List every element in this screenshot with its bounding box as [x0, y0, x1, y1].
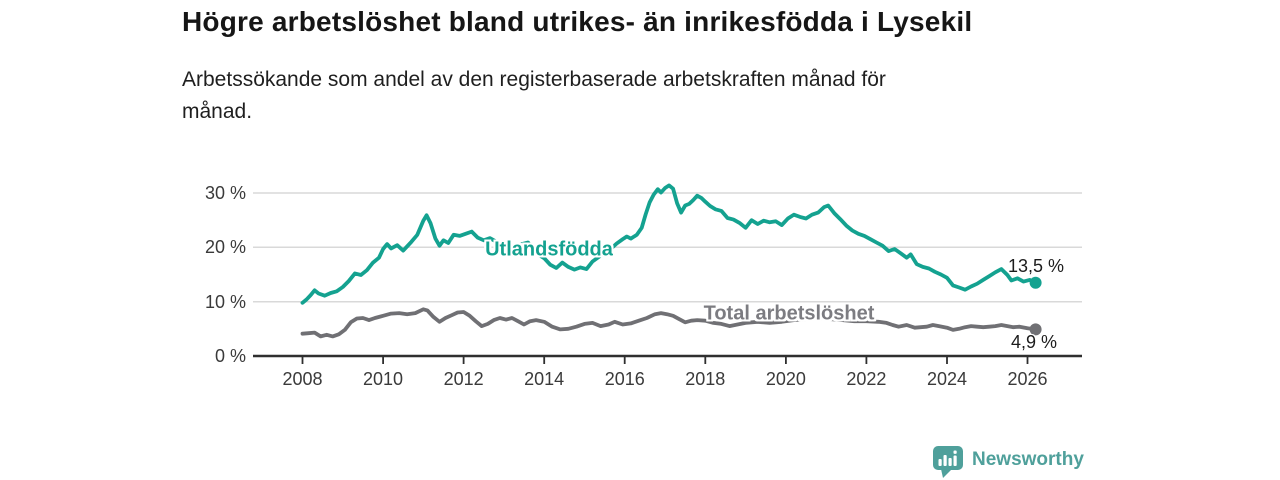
x-axis-tick-label: 2024 — [926, 369, 967, 389]
end-value-label-utlandsfodda: 13,5 % — [1008, 256, 1065, 276]
x-axis-tick-label: 2010 — [363, 369, 404, 389]
x-axis-tick-label: 2014 — [524, 369, 565, 389]
series-label-total: Total arbetslöshet — [703, 302, 875, 325]
y-axis-tick-label: 10 % — [204, 291, 246, 312]
x-axis-tick-label: 2012 — [443, 369, 484, 389]
subtitle-line-2: månad. — [182, 100, 253, 123]
y-axis-tick-label: 30 % — [204, 183, 246, 203]
series-line-total — [300, 307, 1038, 339]
x-axis-tick-label: 2018 — [685, 369, 726, 389]
series-end-dot-total — [1029, 323, 1042, 336]
page-subtitle: Arbetssökande som andel av den registerb… — [182, 64, 886, 128]
newsworthy-wordmark: Newsworthy — [972, 449, 1084, 470]
x-axis-tick-label: 2022 — [846, 369, 887, 389]
y-axis-tick-label: 0 % — [214, 346, 246, 366]
x-axis-tick-label: 2020 — [765, 369, 806, 389]
newsworthy-logo[interactable]: Newsworthy — [933, 446, 1084, 480]
page-title: Högre arbetslöshet bland utrikes- än inr… — [182, 6, 973, 37]
y-axis-tick-label: 20 % — [204, 237, 246, 258]
series-label-utlandsfodda: Utlandsfödda — [485, 238, 613, 261]
series-end-dot-utlandsfodda — [1029, 276, 1042, 289]
x-axis-tick-label: 2026 — [1007, 369, 1048, 389]
end-value-label-total: 4,9 % — [1011, 332, 1058, 352]
x-axis-tick-label: 2016 — [604, 369, 645, 389]
series-line-utlandsfodda — [300, 183, 1038, 305]
newsworthy-logo-icon — [933, 446, 963, 478]
x-axis-tick-label: 2008 — [282, 369, 323, 389]
subtitle-line-1: Arbetssökande som andel av den registerb… — [182, 68, 886, 91]
